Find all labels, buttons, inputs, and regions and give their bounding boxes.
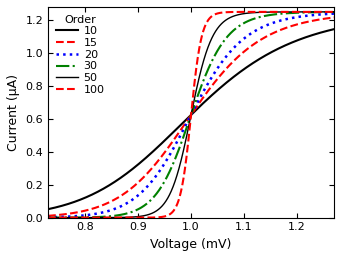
Line: 100: 100 xyxy=(48,12,334,218)
10 xyxy=(281,45,285,48)
Line: 50: 50 xyxy=(48,12,334,218)
50 xyxy=(281,10,285,13)
15 xyxy=(46,214,50,217)
30 xyxy=(260,15,264,18)
10 xyxy=(218,87,222,90)
20 xyxy=(218,64,222,67)
100 xyxy=(46,216,50,219)
100 xyxy=(155,216,159,219)
100 xyxy=(260,10,264,13)
20 xyxy=(281,18,285,21)
50 xyxy=(98,216,102,219)
10 xyxy=(98,189,102,192)
15 xyxy=(155,160,159,163)
100 xyxy=(218,11,222,14)
10 xyxy=(260,56,264,59)
20 xyxy=(98,212,102,215)
10 xyxy=(332,28,336,31)
30 xyxy=(232,28,236,31)
Legend: 10, 15, 20, 30, 50, 100: 10, 15, 20, 30, 50, 100 xyxy=(53,11,108,98)
20 xyxy=(232,46,236,49)
100 xyxy=(332,10,336,13)
Line: 10: 10 xyxy=(48,29,334,209)
50 xyxy=(332,10,336,13)
X-axis label: Voltage (mV): Voltage (mV) xyxy=(150,238,232,251)
15 xyxy=(98,205,102,208)
15 xyxy=(232,59,236,62)
100 xyxy=(281,10,285,13)
20 xyxy=(46,216,50,219)
10 xyxy=(46,208,50,211)
15 xyxy=(260,38,264,41)
100 xyxy=(98,216,102,219)
30 xyxy=(218,46,222,49)
30 xyxy=(46,216,50,219)
50 xyxy=(218,24,222,27)
50 xyxy=(155,209,159,212)
20 xyxy=(260,26,264,29)
30 xyxy=(332,11,336,14)
10 xyxy=(232,75,236,78)
Line: 20: 20 xyxy=(48,14,334,217)
50 xyxy=(46,216,50,219)
30 xyxy=(155,191,159,194)
15 xyxy=(218,75,222,78)
50 xyxy=(232,14,236,18)
20 xyxy=(155,173,159,176)
30 xyxy=(281,12,285,15)
10 xyxy=(155,146,159,149)
50 xyxy=(260,11,264,14)
Line: 15: 15 xyxy=(48,18,334,216)
15 xyxy=(332,16,336,19)
Line: 30: 30 xyxy=(48,12,334,217)
30 xyxy=(98,215,102,219)
20 xyxy=(332,12,336,15)
100 xyxy=(232,10,236,13)
15 xyxy=(281,27,285,30)
Y-axis label: Current (μA): Current (μA) xyxy=(7,74,20,151)
